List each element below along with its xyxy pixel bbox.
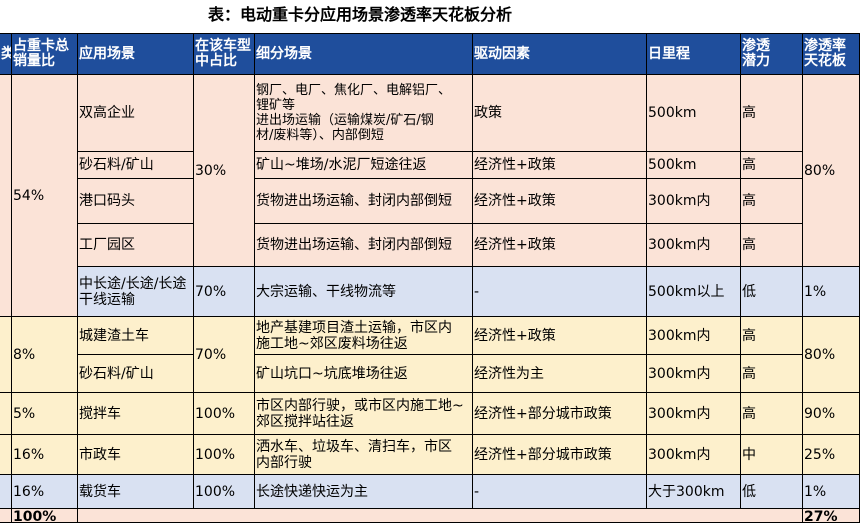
driver-cell: 经济性+部分城市政策 — [473, 435, 647, 475]
ceiling-cell-total: 27% — [803, 509, 860, 523]
mileage-cell: 300km内 — [647, 355, 741, 393]
header-model-share: 在该车型 中占比 — [194, 33, 255, 75]
potential-cell: 高 — [741, 179, 803, 224]
type-cell — [0, 435, 12, 475]
scenario-cell: 载货车 — [78, 475, 194, 509]
sub-scenario-cell: 货物进出场运输、封闭内部倒短 — [255, 179, 473, 224]
scenario-cell: 港口码头 — [78, 179, 194, 224]
mileage-cell: 300km内 — [647, 224, 741, 267]
scenario-cell: 城建渣土车 — [78, 317, 194, 355]
mileage-cell: 500km — [647, 152, 741, 179]
sub-scenario-cell: 矿山坑口~坑底堆场往返 — [255, 355, 473, 393]
sub-scenario-cell: 大宗运输、干线物流等 — [255, 267, 473, 317]
type-cell — [0, 475, 12, 509]
header-driver: 驱动因素 — [473, 33, 647, 75]
potential-cell: 高 — [741, 393, 803, 435]
total-spacer — [78, 509, 803, 523]
model-share-cell: 70% — [194, 267, 255, 317]
sub-scenario-cell: 钢厂、电厂、焦化厂、电解铝厂、 锂矿等 进出场运输（运输煤炭/矿石/钢 材/废料… — [255, 75, 473, 152]
header-scenario: 应用场景 — [78, 33, 194, 75]
sub-scenario-cell: 市区内部行驶，或市区内施工地~ 郊区搅拌站往返 — [255, 393, 473, 435]
scenario-cell: 搅拌车 — [78, 393, 194, 435]
share-cell-group2: 8% — [12, 317, 78, 393]
header-ceiling: 渗透率 天花板 — [803, 33, 860, 75]
header-type: 类 — [0, 33, 12, 75]
potential-cell: 高 — [741, 317, 803, 355]
potential-cell: 中 — [741, 435, 803, 475]
sub-scenario-cell: 洒水车、垃圾车、清扫车，市区 内部行驶 — [255, 435, 473, 475]
table-title-text: 表：电动重卡分应用场景渗透率天花板分析 — [207, 5, 512, 24]
type-cell — [0, 393, 12, 435]
driver-cell: - — [473, 475, 647, 509]
share-cell: 16% — [12, 475, 78, 509]
driver-cell: 经济性+部分城市政策 — [473, 393, 647, 435]
driver-cell: 经济性+政策 — [473, 224, 647, 267]
scenario-cell: 市政车 — [78, 435, 194, 475]
header-daily-mileage: 日里程 — [647, 33, 741, 75]
potential-cell: 低 — [741, 267, 803, 317]
share-cell-group1: 54% — [12, 75, 78, 317]
driver-cell: - — [473, 267, 647, 317]
share-cell-total: 100% — [12, 509, 78, 523]
scenario-cell: 砂石料/矿山 — [78, 152, 194, 179]
driver-cell: 政策 — [473, 75, 647, 152]
share-cell: 16% — [12, 435, 78, 475]
sub-scenario-cell: 地产基建项目渣土运输，市区内 施工地~郊区废料场往返 — [255, 317, 473, 355]
ceiling-cell: 25% — [803, 435, 860, 475]
scenario-cell: 砂石料/矿山 — [78, 355, 194, 393]
sub-scenario-cell: 长途快递快运为主 — [255, 475, 473, 509]
driver-cell: 经济性+政策 — [473, 317, 647, 355]
potential-cell: 高 — [741, 355, 803, 393]
scenario-cell: 中长途/长途/长途 干线运输 — [78, 267, 194, 317]
driver-cell: 经济性+政策 — [473, 152, 647, 179]
potential-cell: 高 — [741, 224, 803, 267]
mileage-cell: 300km内 — [647, 393, 741, 435]
model-share-cell-group2: 70% — [194, 317, 255, 393]
potential-cell: 高 — [741, 152, 803, 179]
mileage-cell: 300km内 — [647, 317, 741, 355]
ceiling-cell: 90% — [803, 393, 860, 435]
share-cell: 5% — [12, 393, 78, 435]
driver-cell: 经济性+政策 — [473, 179, 647, 224]
ceiling-cell: 1% — [803, 267, 860, 317]
header-sub-scenario: 细分场景 — [255, 33, 473, 75]
driver-cell: 经济性为主 — [473, 355, 647, 393]
mileage-cell: 大于300km — [647, 475, 741, 509]
header-share: 占重卡总 销量比 — [12, 33, 78, 75]
sub-scenario-cell: 矿山~堆场/水泥厂短途往返 — [255, 152, 473, 179]
type-cell-group2 — [0, 317, 12, 393]
scenario-cell: 工厂园区 — [78, 224, 194, 267]
sub-scenario-cell: 货物进出场运输、封闭内部倒短 — [255, 224, 473, 267]
header-potential: 渗透 潜力 — [741, 33, 803, 75]
type-cell-total — [0, 509, 12, 523]
ceiling-cell: 1% — [803, 475, 860, 509]
ceiling-cell-group1: 80% — [803, 75, 860, 267]
model-share-cell: 100% — [194, 435, 255, 475]
mileage-cell: 300km内 — [647, 435, 741, 475]
model-share-cell: 100% — [194, 393, 255, 435]
potential-cell: 低 — [741, 475, 803, 509]
type-cell-group1 — [0, 75, 12, 317]
scenario-cell: 双高企业 — [78, 75, 194, 152]
mileage-cell: 500km以上 — [647, 267, 741, 317]
ceiling-cell-group2: 80% — [803, 317, 860, 393]
potential-cell: 高 — [741, 75, 803, 152]
mileage-cell: 500km — [647, 75, 741, 152]
model-share-cell: 100% — [194, 475, 255, 509]
table-title: 表：电动重卡分应用场景渗透率天花板分析 — [0, 0, 860, 30]
model-share-cell-group1: 30% — [194, 75, 255, 267]
mileage-cell: 300km内 — [647, 179, 741, 224]
